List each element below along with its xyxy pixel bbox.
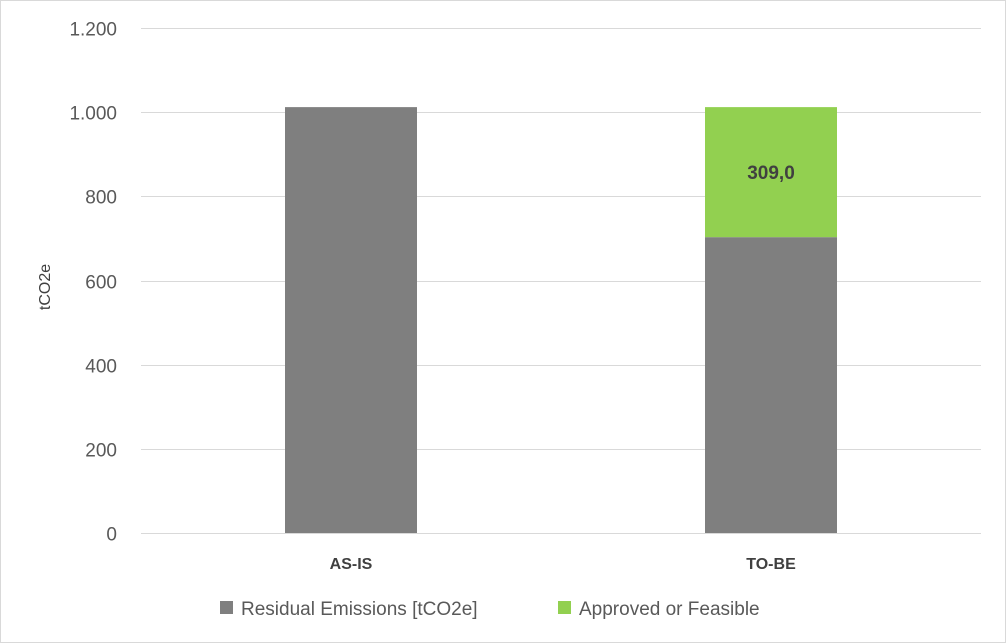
legend-swatch-1	[220, 601, 233, 614]
x-category-label: AS-IS	[330, 556, 373, 573]
y-tick-label: 0	[106, 525, 117, 546]
gridlines	[141, 28, 981, 450]
bar-to-be-series-1	[705, 237, 837, 533]
x-axis: AS-IS TO-BE	[141, 533, 981, 573]
bars	[285, 107, 837, 533]
bar-to-be-series-2	[705, 107, 837, 238]
legend: Residual Emissions [tCO2e] Approved or Fe…	[220, 599, 760, 620]
y-axis-tick-labels: 0 200 400 600 800 1.000 1.200	[69, 20, 117, 546]
y-tick-label: 1.200	[69, 20, 117, 41]
data-label: 309,0	[747, 163, 795, 184]
y-tick-label: 200	[85, 441, 117, 462]
y-tick-label: 600	[85, 273, 117, 294]
y-axis-title: tCO2e	[37, 264, 54, 310]
x-category-label: TO-BE	[746, 556, 796, 573]
legend-label-2: Approved or Feasible	[579, 599, 760, 620]
y-tick-label: 800	[85, 188, 117, 209]
bar-as-is-series-1	[285, 107, 417, 533]
y-tick-label: 400	[85, 357, 117, 378]
data-labels: 309,0	[747, 163, 795, 184]
y-tick-label: 1.000	[69, 104, 117, 125]
legend-swatch-2	[558, 601, 571, 614]
legend-label-1: Residual Emissions [tCO2e]	[241, 599, 478, 620]
